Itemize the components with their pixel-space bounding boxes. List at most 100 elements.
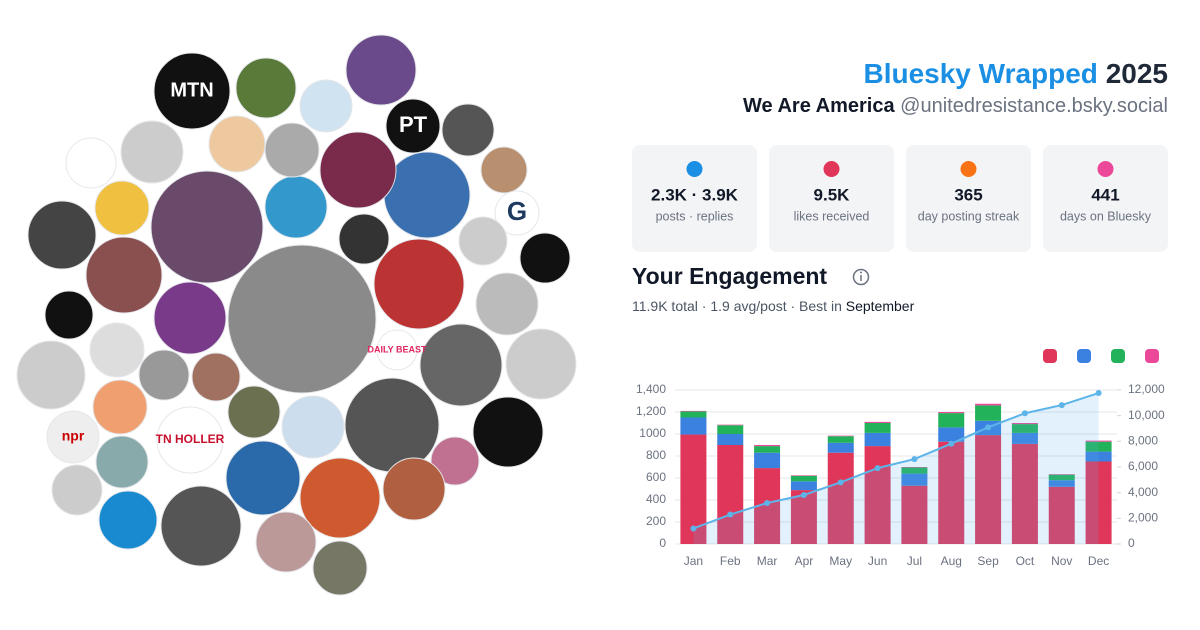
bar-segment <box>864 446 891 544</box>
account-name: We Are America <box>743 95 895 117</box>
bar-segment <box>938 412 965 414</box>
section-title: Your Engagement <box>632 263 827 289</box>
avatar[interactable] <box>85 236 163 314</box>
x-tick-label: Mar <box>757 554 778 568</box>
avatar[interactable] <box>345 34 417 106</box>
avatar[interactable] <box>208 115 266 173</box>
bar-segment <box>827 435 854 437</box>
y2-tick-label: 10,000 <box>1128 408 1165 422</box>
avatar[interactable] <box>441 103 495 157</box>
info-icon[interactable] <box>852 268 870 286</box>
bar-segment <box>754 445 781 447</box>
avatar[interactable] <box>430 436 480 486</box>
avatar[interactable] <box>494 190 540 236</box>
bar-segment <box>1011 424 1038 433</box>
avatar[interactable] <box>98 490 158 550</box>
legend-icon[interactable] <box>1043 349 1057 363</box>
bar-segment <box>790 475 817 482</box>
avatar[interactable] <box>344 377 440 473</box>
avatar[interactable] <box>153 281 227 355</box>
bar-segment <box>901 467 928 474</box>
x-tick-label: Dec <box>1088 554 1109 568</box>
bar-segment <box>1085 441 1112 452</box>
legend-icon[interactable] <box>1077 349 1091 363</box>
avatar[interactable] <box>376 329 418 371</box>
avatar[interactable] <box>299 79 353 133</box>
bar-segment <box>901 473 928 486</box>
avatar[interactable] <box>156 406 224 474</box>
legend-icon[interactable] <box>1111 349 1125 363</box>
avatar[interactable] <box>385 98 441 154</box>
avatar[interactable] <box>191 352 241 402</box>
bar-segment <box>827 436 854 443</box>
avatar[interactable] <box>51 464 103 516</box>
avatar[interactable] <box>138 349 190 401</box>
avatar[interactable] <box>89 322 145 378</box>
avatar[interactable] <box>299 457 381 539</box>
avatar[interactable] <box>373 238 465 330</box>
avatar[interactable] <box>475 272 539 336</box>
x-tick-label: Jul <box>907 554 922 568</box>
y-tick-label: 1,200 <box>636 404 666 418</box>
avatar[interactable] <box>338 213 390 265</box>
avatar[interactable] <box>383 151 471 239</box>
avatar[interactable] <box>27 200 97 270</box>
avatar[interactable] <box>160 485 242 567</box>
avatar[interactable] <box>281 395 345 459</box>
bar-segment <box>754 452 781 469</box>
avatar[interactable] <box>94 180 150 236</box>
y-tick-label: 1000 <box>639 426 666 440</box>
avatar[interactable] <box>235 57 297 119</box>
stat-icon <box>1097 161 1114 177</box>
avatar[interactable] <box>225 440 301 516</box>
stat-card <box>632 145 757 252</box>
x-tick-label: Sep <box>977 554 999 568</box>
x-tick-label: Jun <box>868 554 887 568</box>
avatar[interactable] <box>505 328 577 400</box>
avatar[interactable] <box>480 146 528 194</box>
line-point <box>948 440 955 447</box>
bar-segment <box>901 485 928 544</box>
engagement-chart: 0 200 400 600 800 1000 1,200 1,400 0 2,000 4,000 6,… <box>636 349 1165 568</box>
bar-segment <box>864 423 891 433</box>
avatar[interactable] <box>44 290 94 340</box>
stat-icon <box>823 161 840 177</box>
legend-icon[interactable] <box>1145 349 1159 363</box>
stat-icon <box>686 161 703 177</box>
avatar[interactable] <box>227 385 281 439</box>
avatar[interactable] <box>382 457 446 521</box>
line-point <box>1021 410 1028 417</box>
avatar[interactable] <box>264 122 320 178</box>
bar-segment <box>864 421 891 423</box>
y2-tick-label: 0 <box>1128 536 1135 550</box>
avatar[interactable] <box>419 323 503 407</box>
avatar[interactable] <box>227 244 377 394</box>
line-point <box>800 491 807 498</box>
y-tick-label: 400 <box>646 492 666 506</box>
bar-segment <box>1011 423 1038 425</box>
avatar[interactable] <box>472 396 544 468</box>
line-point <box>837 479 844 486</box>
avatar[interactable] <box>458 216 508 266</box>
avatar[interactable] <box>312 540 368 596</box>
line <box>693 392 1099 530</box>
avatar[interactable] <box>92 379 148 435</box>
avatar[interactable] <box>153 52 231 130</box>
account-handle: @unitedresistance.bsky.social <box>900 95 1168 117</box>
avatar[interactable] <box>120 120 184 184</box>
avatar[interactable] <box>150 170 264 284</box>
avatar[interactable] <box>264 175 328 239</box>
line-area <box>693 393 1099 544</box>
stat-label: posts · replies <box>656 209 734 223</box>
avatar[interactable] <box>46 410 100 464</box>
avatar[interactable] <box>95 435 149 489</box>
bar-segment <box>1048 474 1075 481</box>
summary-text: 11.9K total · 1.9 avg/post · Best in <box>632 298 842 314</box>
avatar[interactable] <box>255 511 317 573</box>
avatar[interactable] <box>319 131 397 209</box>
x-tick-label: Jan <box>684 554 703 568</box>
avatar[interactable] <box>65 137 117 189</box>
best-month: September <box>846 298 915 314</box>
avatar[interactable] <box>16 340 86 410</box>
avatar[interactable] <box>519 232 571 284</box>
